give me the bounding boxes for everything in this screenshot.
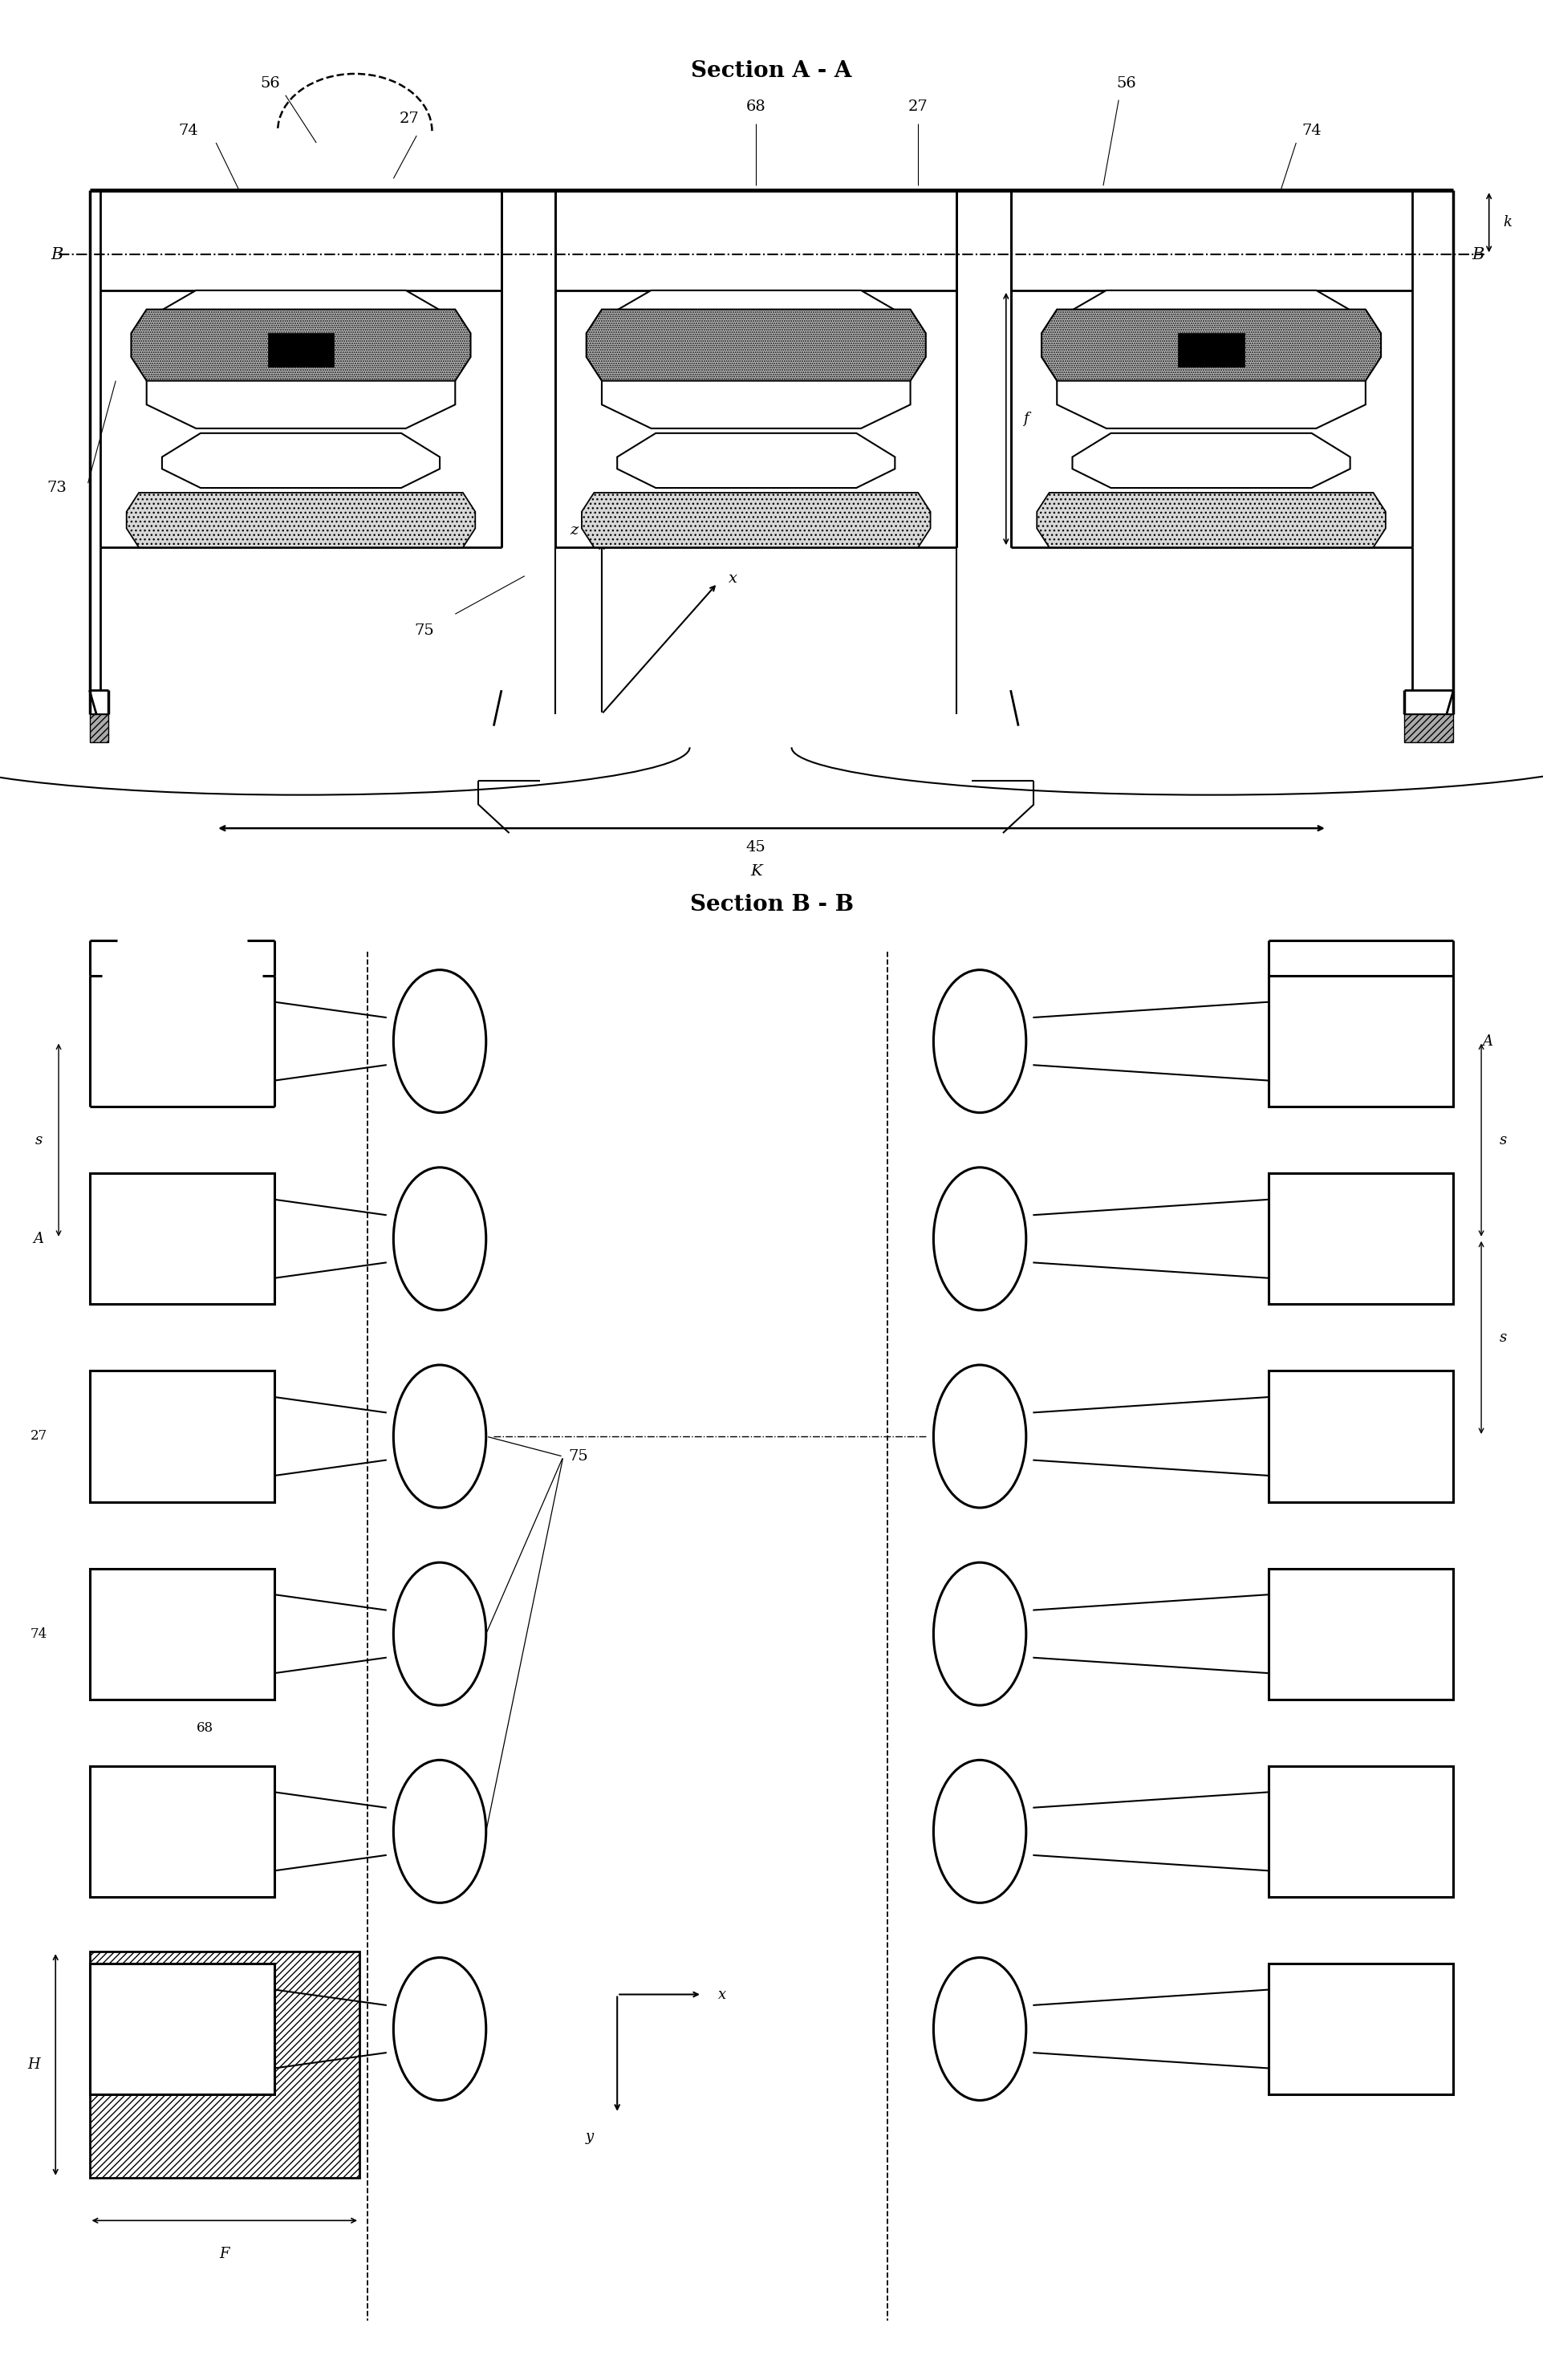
Bar [1404,714,1454,743]
Text: K: K [750,864,762,878]
Polygon shape [147,290,455,428]
Bar [89,1766,275,1897]
Text: 68: 68 [198,1721,213,1735]
Text: H: H [28,2056,40,2073]
Text: Section B - B: Section B - B [690,892,853,916]
Polygon shape [586,309,926,381]
Bar [89,1371,275,1502]
Polygon shape [1037,493,1386,547]
Text: 75: 75 [569,1449,588,1464]
Bar [89,1173,275,1304]
Text: A: A [34,1230,43,1247]
Text: k: k [1503,214,1512,231]
Bar [268,333,335,367]
Bar [89,714,108,743]
Polygon shape [582,493,930,547]
Text: F: F [219,2247,230,2261]
Polygon shape [131,309,471,381]
Text: 75: 75 [415,624,434,638]
Polygon shape [127,493,475,547]
Bar [89,1964,275,2094]
Text: 45: 45 [747,840,765,854]
Polygon shape [1042,309,1381,381]
Text: 73: 73 [48,481,66,495]
Polygon shape [89,1952,360,2178]
Text: x: x [728,571,738,585]
Bar [1268,1766,1454,1897]
Bar [1268,1371,1454,1502]
Polygon shape [162,433,440,488]
Text: 74: 74 [1302,124,1321,138]
Polygon shape [1072,433,1350,488]
Polygon shape [602,290,910,428]
Text: x: x [717,1987,727,2002]
Bar [1268,1173,1454,1304]
Text: 27: 27 [400,112,418,126]
Bar [89,1568,275,1699]
Bar [1268,1568,1454,1699]
Text: y: y [585,2130,594,2144]
Text: 27: 27 [29,1430,48,1442]
Text: 56: 56 [1117,76,1136,90]
Text: s: s [1500,1133,1506,1147]
Text: 27: 27 [909,100,927,114]
Text: 74: 74 [29,1628,48,1640]
Text: z: z [569,524,579,538]
Polygon shape [1057,290,1366,428]
Text: B: B [1472,248,1484,262]
Text: A: A [1483,1033,1492,1050]
Bar [1179,333,1245,367]
Text: 74: 74 [179,124,198,138]
Text: B: B [51,248,63,262]
Polygon shape [617,433,895,488]
Text: s: s [35,1133,42,1147]
Bar [1268,1964,1454,2094]
Text: 68: 68 [747,100,765,114]
Text: Section A - A: Section A - A [691,60,852,83]
Bar [1268,976,1454,1107]
Text: f: f [1023,412,1029,426]
Text: 56: 56 [261,76,279,90]
Text: s: s [1500,1330,1506,1345]
